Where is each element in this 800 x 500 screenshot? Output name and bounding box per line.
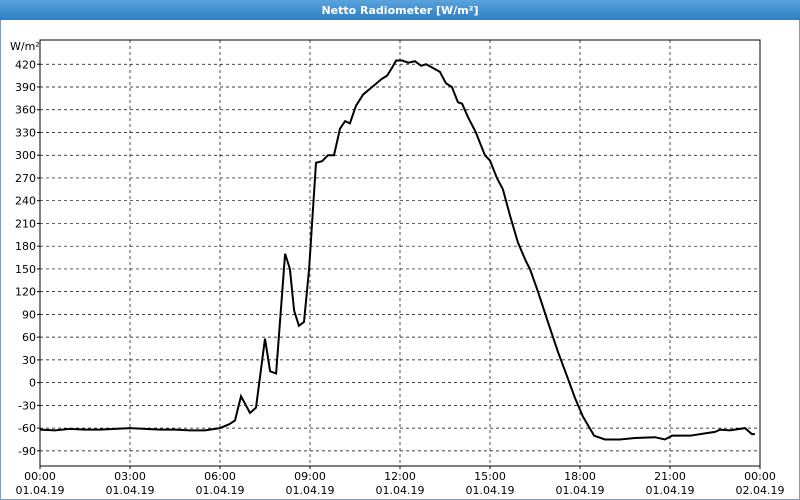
x-tick-label: 06:00 01.04.19	[196, 470, 245, 497]
y-tick-label: 180	[15, 240, 36, 253]
y-tick-label: 420	[15, 58, 36, 71]
x-tick-label: 03:00 01.04.19	[106, 470, 155, 497]
y-tick-label: 390	[15, 81, 36, 94]
y-tick-label: 300	[15, 149, 36, 162]
y-tick-label: 240	[15, 195, 36, 208]
y-tick-label: -30	[18, 399, 36, 412]
x-tick-label: 21:00 01.04.19	[646, 470, 695, 497]
title-bar	[0, 0, 800, 20]
x-tick-label: 12:00 01.04.19	[376, 470, 425, 497]
y-tick-label: 60	[22, 331, 36, 344]
y-tick-label: -90	[18, 445, 36, 458]
y-tick-label: 0	[29, 377, 36, 390]
y-tick-label: 150	[15, 263, 36, 276]
chart-title: Netto Radiometer [W/m²]	[321, 4, 478, 17]
y-axis-unit: W/m²	[10, 40, 40, 53]
y-tick-label: -60	[18, 422, 36, 435]
y-tick-label: 90	[22, 308, 36, 321]
y-tick-label: 120	[15, 286, 36, 299]
x-tick-label: 09:00 01.04.19	[286, 470, 335, 497]
y-tick-label: 330	[15, 126, 36, 139]
y-tick-label: 30	[22, 354, 36, 367]
data-line	[39, 59, 755, 441]
y-tick-label: 210	[15, 217, 36, 230]
y-tick-label: 270	[15, 172, 36, 185]
y-tick-label: 360	[15, 104, 36, 117]
x-tick-label: 18:00 01.04.19	[556, 470, 605, 497]
x-tick-label: 00:00 01.04.19	[16, 470, 65, 497]
x-tick-label: 15:00 01.04.19	[466, 470, 515, 497]
x-tick-label: 00:00 02.04.19	[736, 470, 785, 497]
